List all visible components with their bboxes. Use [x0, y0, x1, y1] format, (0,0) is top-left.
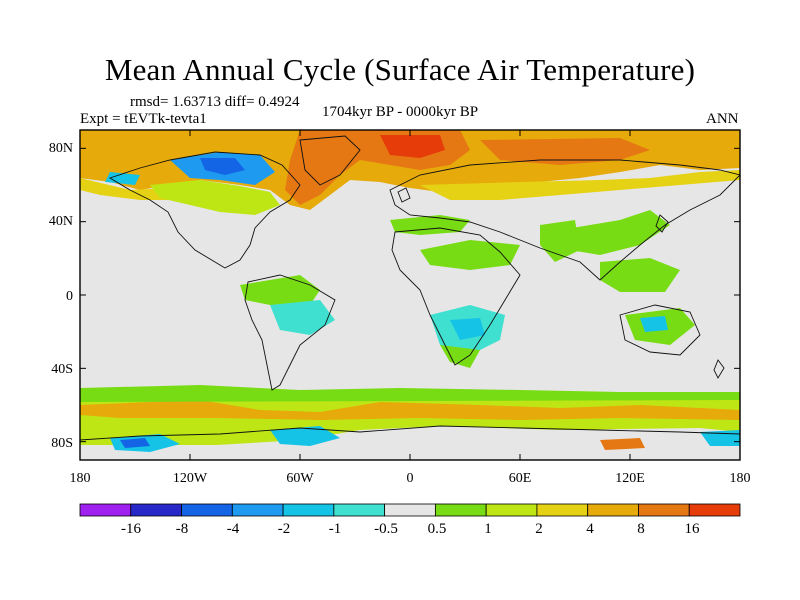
- lon-label: 120W: [173, 471, 208, 486]
- lat-label: 40S: [51, 362, 73, 377]
- colorbar-swatch: [181, 503, 233, 517]
- period-label: 1704kyr BP - 0000kyr BP: [322, 104, 479, 120]
- africa-cool-core: [450, 318, 485, 340]
- colorbar-swatch: [536, 503, 589, 517]
- lon-label: 180: [730, 471, 751, 486]
- amazon-cool: [270, 300, 335, 335]
- tick-marks: [79, 129, 741, 461]
- southern-ocean-orange: [80, 400, 740, 420]
- lat-label: 80N: [49, 141, 73, 156]
- canada-cold-core: [200, 158, 245, 175]
- lon-label: 0: [407, 471, 414, 486]
- colorbar-label: 2: [535, 521, 543, 537]
- japan-outline: [655, 214, 669, 233]
- colorbar-swatch: [384, 503, 436, 517]
- colorbar-label: -0.5: [374, 521, 398, 537]
- colorbar-label: 1: [484, 521, 492, 537]
- south-america-outline: [244, 274, 336, 391]
- colorbar-swatch: [434, 503, 487, 517]
- colorbar-swatch: [638, 503, 690, 517]
- colorbar-swatch: [79, 503, 132, 517]
- antarctic-cold-west: [120, 438, 150, 448]
- lat-label: 80S: [51, 436, 73, 451]
- antarctica-outline: [80, 425, 740, 441]
- colorbar-swatch: [587, 503, 639, 517]
- colorbar-label: -16: [121, 521, 141, 537]
- colorbar-swatch: [688, 503, 741, 517]
- arctic-hot-core: [380, 135, 445, 158]
- southeast-asia-green: [600, 258, 680, 292]
- colorbar-label: -8: [176, 521, 189, 537]
- colorbar-swatch: [231, 503, 284, 517]
- africa-outline: [391, 227, 521, 366]
- colorbar-label: -2: [278, 521, 291, 537]
- eurasia-outline: [389, 159, 740, 281]
- lat-label: 40N: [49, 214, 73, 229]
- colorbar-label: -1: [329, 521, 342, 537]
- antarctic-light: [80, 426, 740, 460]
- colorbar: [79, 503, 741, 517]
- british-isles-outline: [397, 187, 411, 203]
- lon-labels: 180 120W 60W 0 60E 120E 180: [70, 471, 751, 486]
- colorbar-swatch: [485, 503, 538, 517]
- anomaly-field: [80, 130, 740, 460]
- southern-ocean-green: [80, 385, 740, 402]
- colorbar-label: 0.5: [428, 521, 447, 537]
- season-label: ANN: [706, 111, 739, 127]
- north-america-light: [150, 180, 280, 215]
- amazon-green: [240, 275, 320, 305]
- antarctic-strong-warm: [600, 438, 645, 450]
- colorbar-label: 4: [586, 521, 594, 537]
- lon-label: 60E: [509, 471, 532, 486]
- china-green: [560, 210, 670, 255]
- lon-label: 120E: [615, 471, 645, 486]
- greenland-outline: [299, 135, 361, 186]
- north-america-outline: [108, 151, 301, 269]
- lon-label: 180: [70, 471, 91, 486]
- australia-cool: [640, 316, 668, 332]
- south-africa-green: [440, 345, 480, 368]
- eurasia-moderate: [420, 170, 740, 200]
- lat-labels: 80N 40N 0 40S 80S: [49, 141, 73, 451]
- colorbar-label: 16: [685, 521, 701, 537]
- colorbar-label: 8: [637, 521, 645, 537]
- siberia-strong-warm: [480, 138, 650, 165]
- map-title: Mean Annual Cycle (Surface Air Temperatu…: [104, 52, 696, 87]
- new-zealand-outline: [713, 359, 725, 379]
- colorbar-labels: -16 -8 -4 -2 -1 -0.5 0.5 1 2 4 8 16: [121, 521, 700, 537]
- colorbar-swatch: [333, 503, 386, 517]
- experiment-label: Expt = tEVTk-tevta1: [80, 111, 207, 127]
- lat-label: 0: [66, 289, 73, 304]
- lon-label: 60W: [286, 471, 314, 486]
- alaska-cool: [105, 172, 140, 185]
- australia-outline: [619, 304, 701, 356]
- stats-text: rmsd= 1.63713 diff= 0.4924: [130, 94, 300, 110]
- antarctic-cool-center: [270, 426, 340, 446]
- colorbar-swatch: [130, 503, 182, 517]
- colorbar-label: -4: [227, 521, 240, 537]
- coastlines: [80, 135, 740, 441]
- colorbar-swatch: [282, 503, 335, 517]
